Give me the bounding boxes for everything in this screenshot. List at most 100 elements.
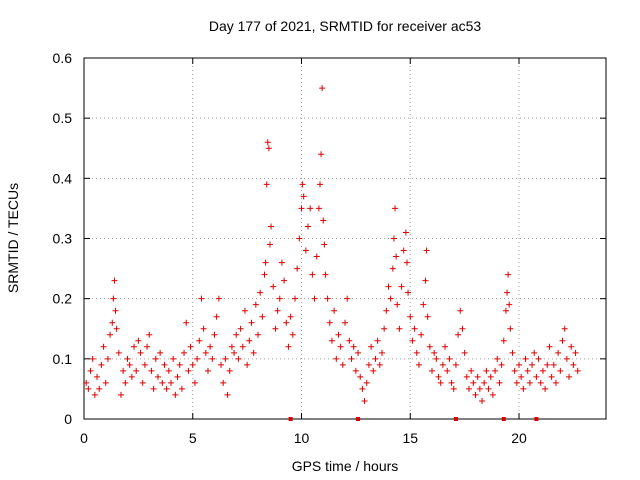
data-point <box>137 349 144 356</box>
data-point <box>257 289 264 296</box>
data-point <box>126 361 133 368</box>
data-point <box>259 313 266 320</box>
data-point <box>270 283 277 290</box>
data-point <box>268 223 275 230</box>
data-point <box>83 379 90 386</box>
data-point <box>392 205 399 212</box>
data-point <box>502 307 509 314</box>
data-point <box>291 295 298 302</box>
data-point <box>378 349 385 356</box>
data-point <box>566 373 573 380</box>
data-point <box>479 397 486 404</box>
data-point <box>215 295 222 302</box>
y-tick-label: 0.4 <box>53 170 73 186</box>
data-point <box>433 355 440 362</box>
data-point <box>546 343 553 350</box>
data-point <box>213 313 220 320</box>
data-point <box>365 361 372 368</box>
data-point <box>389 265 396 272</box>
data-point <box>261 271 268 278</box>
data-point <box>342 319 348 326</box>
data-point <box>385 283 392 290</box>
data-point <box>187 343 194 350</box>
data-point <box>422 277 429 284</box>
data-point <box>468 367 475 374</box>
data-point <box>165 367 172 374</box>
data-point <box>89 355 96 362</box>
data-point <box>513 379 520 386</box>
data-point <box>148 367 155 374</box>
data-point <box>494 355 501 362</box>
data-point <box>161 361 168 368</box>
data-point <box>202 349 209 356</box>
data-point <box>100 343 107 350</box>
data-point <box>299 181 306 188</box>
data-point <box>387 295 394 302</box>
data-point <box>450 385 457 392</box>
data-point <box>120 367 127 374</box>
data-point <box>452 361 459 368</box>
data-point <box>415 361 422 368</box>
data-point <box>442 343 449 350</box>
data-point <box>531 349 538 356</box>
data-point <box>337 343 344 350</box>
data-point <box>237 325 244 332</box>
data-point <box>196 337 203 344</box>
data-point <box>561 325 568 332</box>
data-point <box>131 343 138 350</box>
data-point <box>183 319 190 326</box>
data-point <box>470 379 477 386</box>
data-point <box>198 295 205 302</box>
data-point <box>426 343 433 350</box>
data-point <box>239 343 246 350</box>
x-axis-label: GPS time / hours <box>292 458 399 474</box>
data-point <box>302 247 309 254</box>
data-point <box>548 373 555 380</box>
data-point <box>363 379 370 386</box>
data-point <box>159 379 166 386</box>
x-tick-label: 10 <box>294 430 310 446</box>
data-point <box>552 379 559 386</box>
data-point <box>152 355 159 362</box>
data-point <box>115 349 122 356</box>
data-point <box>504 289 511 296</box>
data-point <box>339 361 346 368</box>
data-point <box>139 379 146 386</box>
data-point <box>144 343 151 350</box>
data-point <box>276 295 283 302</box>
chart-title: Day 177 of 2021, SRMTID for receiver ac5… <box>209 18 482 34</box>
data-point <box>507 325 514 332</box>
data-point <box>492 367 499 374</box>
data-point <box>207 343 214 350</box>
x-marker <box>356 417 361 421</box>
data-point <box>322 271 329 278</box>
data-point <box>211 331 218 338</box>
data-point <box>262 259 269 266</box>
data-point <box>168 379 174 386</box>
x-markers <box>288 417 539 421</box>
x-marker <box>501 417 506 421</box>
data-point <box>418 331 425 338</box>
data-point <box>381 325 388 332</box>
data-point <box>439 361 446 368</box>
data-point <box>94 373 101 380</box>
data-point <box>235 355 242 362</box>
data-point <box>113 325 120 332</box>
data-point <box>117 391 124 398</box>
data-point <box>309 271 316 278</box>
data-point <box>85 385 92 392</box>
data-point <box>128 373 135 380</box>
data-point <box>535 355 542 362</box>
data-point <box>328 337 335 344</box>
data-point <box>263 181 270 188</box>
data-point <box>550 361 557 368</box>
data-point <box>361 397 368 404</box>
data-point <box>435 373 442 380</box>
data-point <box>335 331 342 338</box>
data-point <box>122 379 129 386</box>
data-point <box>476 385 483 392</box>
data-point <box>110 295 117 302</box>
data-point <box>111 277 118 284</box>
data-point <box>224 391 231 398</box>
data-point <box>465 385 472 392</box>
